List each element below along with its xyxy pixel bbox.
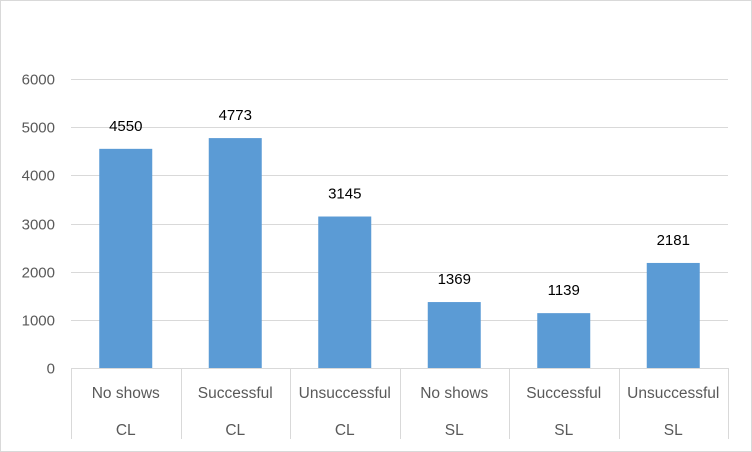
- data-label: 4550: [109, 118, 142, 135]
- bar: [208, 138, 262, 368]
- bars: [99, 138, 700, 368]
- x-group-label: CL: [225, 422, 245, 439]
- data-label: 2181: [657, 232, 690, 249]
- x-tick-label: Successful: [526, 385, 601, 402]
- x-tick-label: No shows: [420, 385, 488, 402]
- y-tick-label: 6000: [22, 72, 55, 89]
- x-group-label: SL: [554, 422, 573, 439]
- x-tick-label: Successful: [198, 385, 273, 402]
- y-tick-label: 0: [47, 361, 55, 378]
- y-tick-label: 2000: [22, 265, 55, 282]
- y-tick-label: 1000: [22, 313, 55, 330]
- y-tick-label: 3000: [22, 217, 55, 234]
- bar: [318, 216, 372, 368]
- x-axis: No shows CL Successful CL Unsuccessful CL No s…: [71, 368, 729, 439]
- data-labels: 4550 4773 3145 1369 1139 2181: [109, 107, 690, 299]
- x-group-label: CL: [116, 422, 136, 439]
- y-tick-label: 4000: [22, 168, 55, 185]
- gridlines: [71, 79, 728, 321]
- bar: [427, 302, 481, 368]
- data-label: 3145: [328, 186, 361, 203]
- bar: [99, 148, 153, 368]
- x-group-label: SL: [664, 422, 683, 439]
- x-tick-label: Unsuccessful: [627, 385, 719, 402]
- data-label: 1139: [548, 282, 580, 299]
- bar: [537, 313, 591, 368]
- x-group-label: SL: [445, 422, 464, 439]
- x-tick-label: Unsuccessful: [299, 385, 391, 402]
- x-group-label: CL: [335, 422, 355, 439]
- x-tick-label: No shows: [92, 385, 160, 402]
- data-label: 1369: [438, 271, 471, 288]
- bar: [646, 262, 700, 368]
- data-label: 4773: [219, 107, 252, 124]
- y-tick-label: 5000: [22, 120, 55, 137]
- y-axis-ticks: 0 1000 2000 3000 4000 5000 6000: [22, 72, 55, 378]
